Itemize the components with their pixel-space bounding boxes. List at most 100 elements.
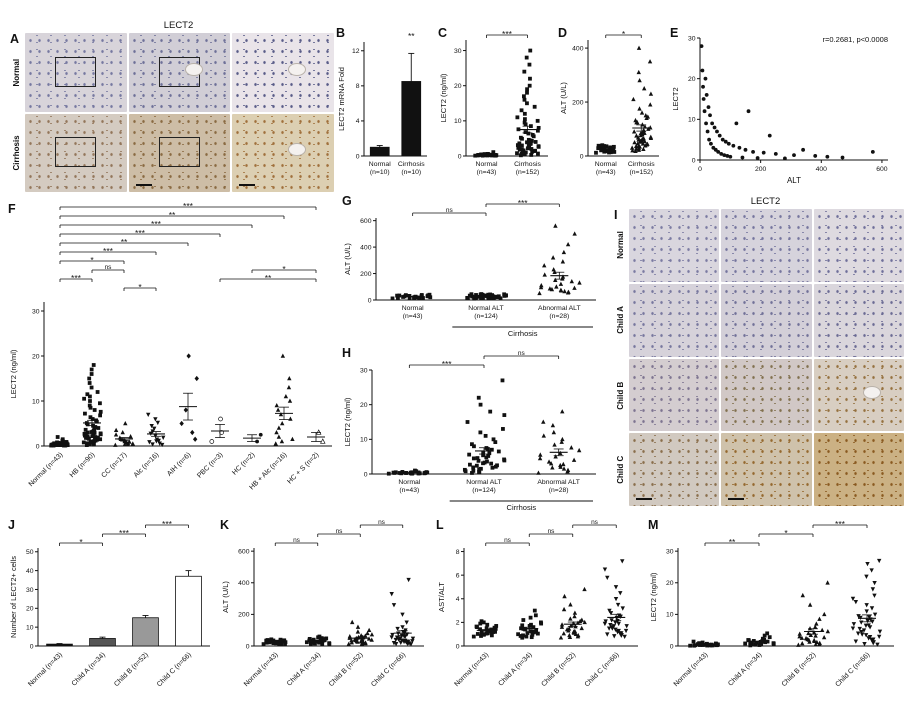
panel-h: H 0 10 20 30 LECT2 (ng/ml) *** ns Normal (n=43) N… [342, 340, 606, 514]
svg-text:Cirrhosis: Cirrhosis [628, 161, 655, 168]
svg-text:*: * [622, 29, 626, 39]
svg-text:20: 20 [32, 353, 40, 360]
svg-text:4: 4 [356, 118, 360, 125]
panel-k-chart: 0 200 400 600 ALT (U/L) ns ns ns Normal (n=43) Ch… [220, 516, 428, 704]
svg-text:***: *** [442, 359, 453, 369]
micro-row-label: Child B [616, 380, 625, 409]
svg-text:ns: ns [336, 528, 344, 535]
svg-text:***: *** [71, 273, 82, 283]
svg-text:AST/ALT: AST/ALT [437, 582, 446, 612]
panel-g-label: G [342, 194, 352, 208]
svg-text:Normal (n=43): Normal (n=43) [453, 651, 490, 688]
panel-k: K 0 200 400 600 ALT (U/L) ns ns ns Normal (n=43)… [220, 512, 432, 704]
svg-text:Child B (n=52): Child B (n=52) [540, 651, 577, 688]
svg-text:600: 600 [876, 166, 888, 173]
micrograph-image [813, 433, 904, 506]
svg-text:10: 10 [360, 437, 368, 444]
panel-j: J 0 10 20 30 40 50 Number of LECT2+ cells * *** *… [8, 512, 218, 704]
roi-box [55, 137, 97, 168]
micrograph-image [721, 433, 812, 506]
svg-text:(n=10): (n=10) [370, 169, 390, 176]
vessel-lumen [184, 62, 203, 76]
svg-text:Child C (n=66): Child C (n=66) [370, 651, 407, 688]
panel-j-chart: 0 10 20 30 40 50 Number of LECT2+ cells * *** ***… [8, 516, 214, 704]
svg-text:30: 30 [360, 367, 368, 374]
svg-text:(n=43): (n=43) [399, 487, 419, 494]
svg-text:**: ** [169, 210, 176, 220]
panel-m-label: M [648, 518, 659, 532]
panel-j-label: J [8, 518, 15, 532]
svg-text:Abnormal ALT: Abnormal ALT [538, 305, 581, 312]
svg-text:Child C (n=66): Child C (n=66) [584, 651, 621, 688]
panel-d: D 0 200 400 ALT (U/L) * Normal (n=43) Cirrhosis… [558, 20, 668, 192]
svg-text:LECT2 (ng/ml): LECT2 (ng/ml) [439, 73, 448, 122]
vessel-lumen [288, 143, 307, 157]
svg-text:0: 0 [364, 471, 368, 478]
svg-text:HB (n=90): HB (n=90) [69, 451, 97, 479]
micrograph-image [813, 358, 904, 432]
svg-text:10: 10 [666, 612, 674, 619]
svg-text:Normal ALT: Normal ALT [468, 305, 503, 312]
svg-text:400: 400 [238, 580, 250, 587]
svg-text:600: 600 [238, 548, 250, 555]
svg-text:10: 10 [688, 117, 696, 124]
svg-text:ns: ns [548, 528, 556, 535]
panel-d-label: D [558, 26, 568, 40]
svg-text:(n=28): (n=28) [549, 313, 569, 320]
micro-row-label: Child A [616, 306, 625, 334]
svg-text:AIH (n=6): AIH (n=6) [166, 451, 192, 477]
svg-text:12: 12 [352, 48, 360, 55]
svg-text:(n=28): (n=28) [549, 487, 569, 494]
scale-bar [239, 184, 256, 186]
svg-text:*: * [784, 528, 788, 538]
svg-text:***: *** [151, 219, 162, 229]
svg-text:Child C (n=66): Child C (n=66) [834, 651, 871, 688]
svg-text:Child C (n=66): Child C (n=66) [156, 651, 193, 688]
svg-text:400: 400 [572, 45, 584, 52]
svg-text:**: ** [729, 537, 736, 547]
micrograph-image [25, 33, 127, 112]
svg-text:0: 0 [356, 153, 360, 160]
svg-text:Alc (n=16): Alc (n=16) [133, 451, 161, 479]
svg-text:**: ** [408, 31, 415, 41]
svg-text:Normal ALT: Normal ALT [466, 479, 501, 486]
svg-text:LECT2: LECT2 [671, 87, 680, 110]
svg-text:20: 20 [26, 606, 34, 613]
svg-text:(n=43): (n=43) [403, 313, 423, 320]
svg-text:Normal: Normal [369, 161, 391, 168]
panel-e-chart: 0 10 20 30 LECT2 0 200 400 600 ALT r=0.2681, p<0.0… [670, 24, 898, 190]
panel-c: C 0 10 20 30 LECT2 (ng/ml) *** Normal (n=43) Cir… [438, 20, 558, 192]
panel-m-chart: 0 10 20 30 LECT2 (ng/ml) ** * *** Normal (n=43) C… [648, 516, 900, 704]
svg-text:***: *** [835, 519, 846, 529]
panel-c-chart: 0 10 20 30 LECT2 (ng/ml) *** Normal (n=43) Cirrh… [438, 24, 554, 190]
panel-h-label: H [342, 346, 352, 360]
svg-text:***: *** [119, 528, 130, 538]
svg-text:0: 0 [580, 153, 584, 160]
svg-text:*: * [79, 537, 83, 547]
micrograph-image [629, 358, 720, 432]
svg-text:2: 2 [456, 620, 460, 627]
svg-text:0: 0 [692, 157, 696, 164]
panel-f-label: F [8, 202, 16, 216]
svg-text:***: *** [518, 198, 529, 208]
svg-text:20: 20 [666, 580, 674, 587]
panel-i-title: LECT2 [750, 196, 781, 207]
svg-text:Normal (n=43): Normal (n=43) [243, 651, 280, 688]
svg-text:*: * [138, 282, 142, 292]
svg-text:8: 8 [356, 83, 360, 90]
svg-text:CC (n=17): CC (n=17) [100, 451, 128, 479]
svg-text:0: 0 [698, 166, 702, 173]
svg-text:***: *** [183, 201, 194, 211]
svg-text:Child A (n=34): Child A (n=34) [71, 651, 107, 687]
panel-h-chart: 0 10 20 30 LECT2 (ng/ml) *** ns Normal (n=43) Nor… [342, 344, 602, 514]
svg-text:200: 200 [360, 271, 372, 278]
svg-text:30: 30 [454, 48, 462, 55]
svg-text:ALT (U/L): ALT (U/L) [221, 581, 230, 613]
svg-text:0: 0 [36, 443, 40, 450]
svg-text:*: * [282, 264, 286, 274]
panel-i: I LECT2 Normal Child A Child B Child C [614, 196, 904, 506]
micrograph-image [721, 358, 812, 432]
micrograph-image [721, 283, 812, 357]
svg-text:HC (n=2): HC (n=2) [231, 451, 256, 476]
